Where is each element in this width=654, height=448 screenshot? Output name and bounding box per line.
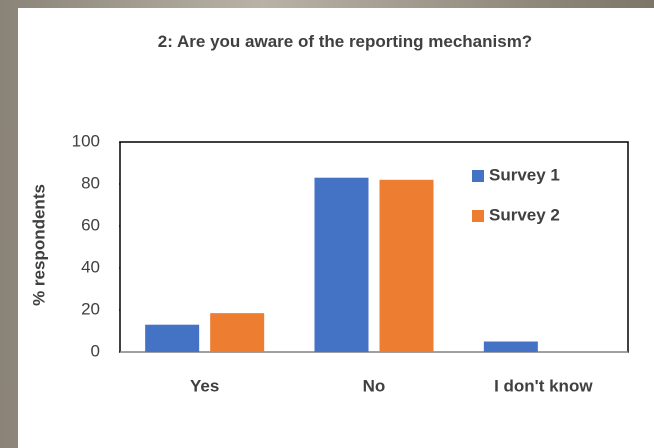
y-tick-label: 40 (81, 257, 100, 276)
y-tick-label: 100 (72, 131, 100, 150)
bar (210, 313, 265, 352)
x-tick-label: Yes (190, 376, 219, 395)
x-tick-label: No (363, 376, 386, 395)
bar (145, 324, 200, 352)
bar (483, 341, 538, 352)
bar (379, 179, 434, 352)
bar (314, 177, 369, 352)
legend-swatch (472, 210, 484, 222)
legend-label: Survey 2 (489, 205, 560, 224)
y-axis-label: % respondents (29, 184, 48, 306)
y-tick-label: 20 (81, 299, 100, 318)
x-tick-label: I don't know (494, 376, 593, 395)
chart-title: 2: Are you aware of the reporting mechan… (157, 32, 533, 51)
y-tick-label: 60 (81, 215, 100, 234)
y-tick-label: 0 (91, 341, 100, 360)
y-tick-label: 80 (81, 173, 100, 192)
legend-swatch (472, 170, 484, 182)
legend-label: Survey 1 (489, 165, 560, 184)
